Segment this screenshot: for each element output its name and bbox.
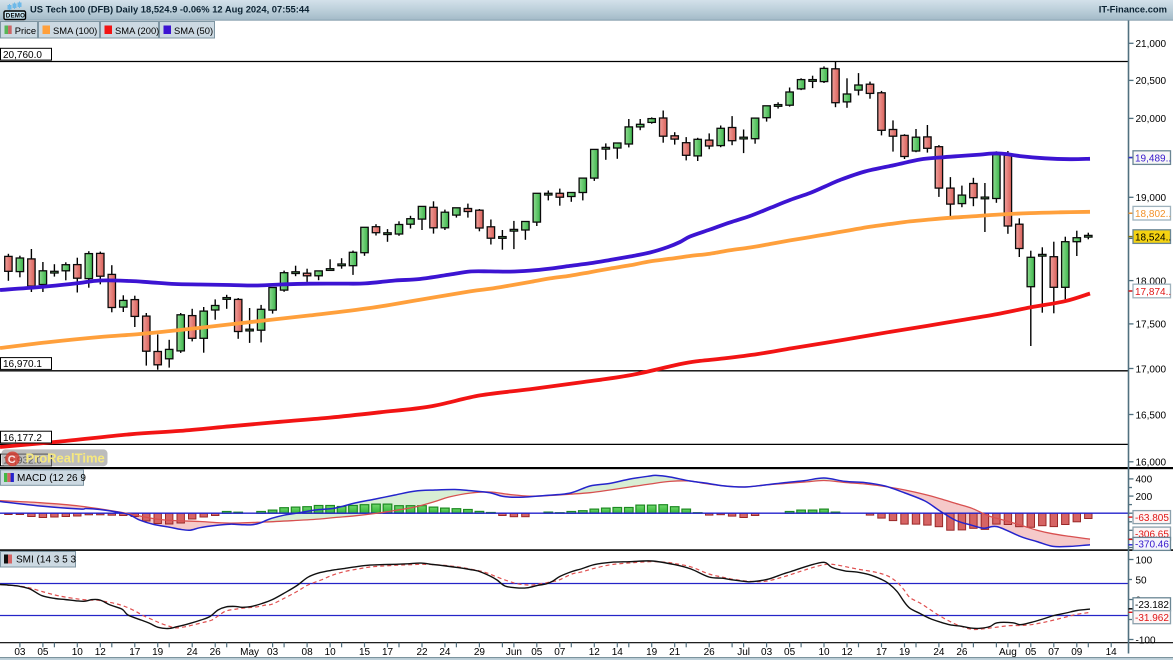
svg-text:20,500: 20,500: [1136, 76, 1167, 87]
svg-text:-31.962: -31.962: [1135, 613, 1169, 624]
svg-text:24: 24: [933, 647, 945, 658]
svg-text:17: 17: [129, 647, 141, 658]
svg-text:05: 05: [531, 647, 543, 658]
svg-text:15: 15: [359, 647, 371, 658]
svg-text:SMA (50): SMA (50): [174, 25, 213, 36]
svg-text:-306.65: -306.65: [1135, 529, 1169, 540]
svg-text:17,500: 17,500: [1136, 320, 1167, 331]
svg-text:17: 17: [382, 647, 394, 658]
svg-text:21,000: 21,000: [1136, 39, 1167, 50]
svg-text:14: 14: [612, 647, 624, 658]
svg-text:17,874..: 17,874..: [1135, 287, 1171, 298]
svg-text:17: 17: [876, 647, 888, 658]
svg-text:US Tech 100 (DFB) Daily 18,524: US Tech 100 (DFB) Daily 18,524.9 -0.06% …: [30, 4, 310, 15]
svg-text:29: 29: [474, 647, 486, 658]
svg-text:10: 10: [818, 647, 830, 658]
svg-text:21: 21: [669, 647, 681, 658]
svg-text:12: 12: [841, 647, 853, 658]
svg-text:100: 100: [1136, 555, 1153, 566]
svg-text:07: 07: [554, 647, 566, 658]
svg-text:-23.182: -23.182: [1135, 600, 1169, 611]
svg-text:Aug: Aug: [999, 647, 1017, 658]
svg-text:16,500: 16,500: [1136, 410, 1167, 421]
svg-text:DEMO: DEMO: [6, 13, 25, 20]
svg-text:08: 08: [302, 647, 314, 658]
svg-text:400: 400: [1136, 475, 1153, 486]
svg-text:18,802..: 18,802..: [1135, 209, 1171, 220]
svg-text:SMI (14 3 5 3: SMI (14 3 5 3: [16, 555, 76, 566]
svg-text:12: 12: [95, 647, 107, 658]
svg-text:C: C: [8, 454, 16, 466]
svg-text:26: 26: [956, 647, 968, 658]
svg-text:24: 24: [187, 647, 199, 658]
svg-text:24: 24: [439, 647, 451, 658]
svg-text:-370.46: -370.46: [1135, 540, 1169, 551]
svg-text:12: 12: [589, 647, 601, 658]
svg-text:May: May: [240, 647, 259, 658]
svg-text:05: 05: [784, 647, 796, 658]
svg-text:Price: Price: [15, 25, 36, 36]
svg-text:-100: -100: [1136, 635, 1156, 646]
svg-text:26: 26: [704, 647, 716, 658]
svg-text:16,970.1: 16,970.1: [3, 359, 42, 370]
svg-text:19: 19: [646, 647, 658, 658]
svg-text:03: 03: [761, 647, 773, 658]
svg-text:200: 200: [1136, 492, 1153, 503]
svg-text:Jun: Jun: [506, 647, 522, 658]
svg-text:-63.805: -63.805: [1135, 513, 1169, 524]
svg-text:07: 07: [1048, 647, 1060, 658]
svg-text:20,000: 20,000: [1136, 114, 1167, 125]
svg-text:18,524..: 18,524..: [1135, 232, 1171, 243]
svg-text:10: 10: [325, 647, 337, 658]
svg-text:26: 26: [210, 647, 222, 658]
svg-text:03: 03: [14, 647, 26, 658]
svg-text:16,177.2: 16,177.2: [3, 433, 42, 444]
svg-text:Jul: Jul: [737, 647, 750, 658]
svg-text:19: 19: [152, 647, 164, 658]
svg-text:17,000: 17,000: [1136, 364, 1167, 375]
svg-text:ProRealTime: ProRealTime: [26, 451, 105, 466]
svg-text:SMA (200): SMA (200): [115, 25, 159, 36]
svg-text:SMA (100): SMA (100): [53, 25, 97, 36]
svg-text:IT-Finance.com: IT-Finance.com: [1099, 4, 1167, 15]
svg-text:05: 05: [1025, 647, 1037, 658]
svg-text:20,760.0: 20,760.0: [3, 50, 42, 61]
svg-text:05: 05: [37, 647, 49, 658]
svg-text:MACD (12 26 9: MACD (12 26 9: [17, 473, 86, 484]
svg-text:19,000: 19,000: [1136, 193, 1167, 204]
svg-text:16,000: 16,000: [1136, 458, 1167, 469]
svg-text:22: 22: [416, 647, 428, 658]
svg-text:10: 10: [72, 647, 84, 658]
svg-text:18,000: 18,000: [1136, 276, 1167, 287]
svg-text:03: 03: [267, 647, 279, 658]
svg-text:19,489..: 19,489..: [1135, 153, 1171, 164]
svg-text:50: 50: [1136, 575, 1148, 586]
svg-text:19: 19: [899, 647, 911, 658]
svg-text:14: 14: [1106, 647, 1118, 658]
svg-text:09: 09: [1071, 647, 1083, 658]
